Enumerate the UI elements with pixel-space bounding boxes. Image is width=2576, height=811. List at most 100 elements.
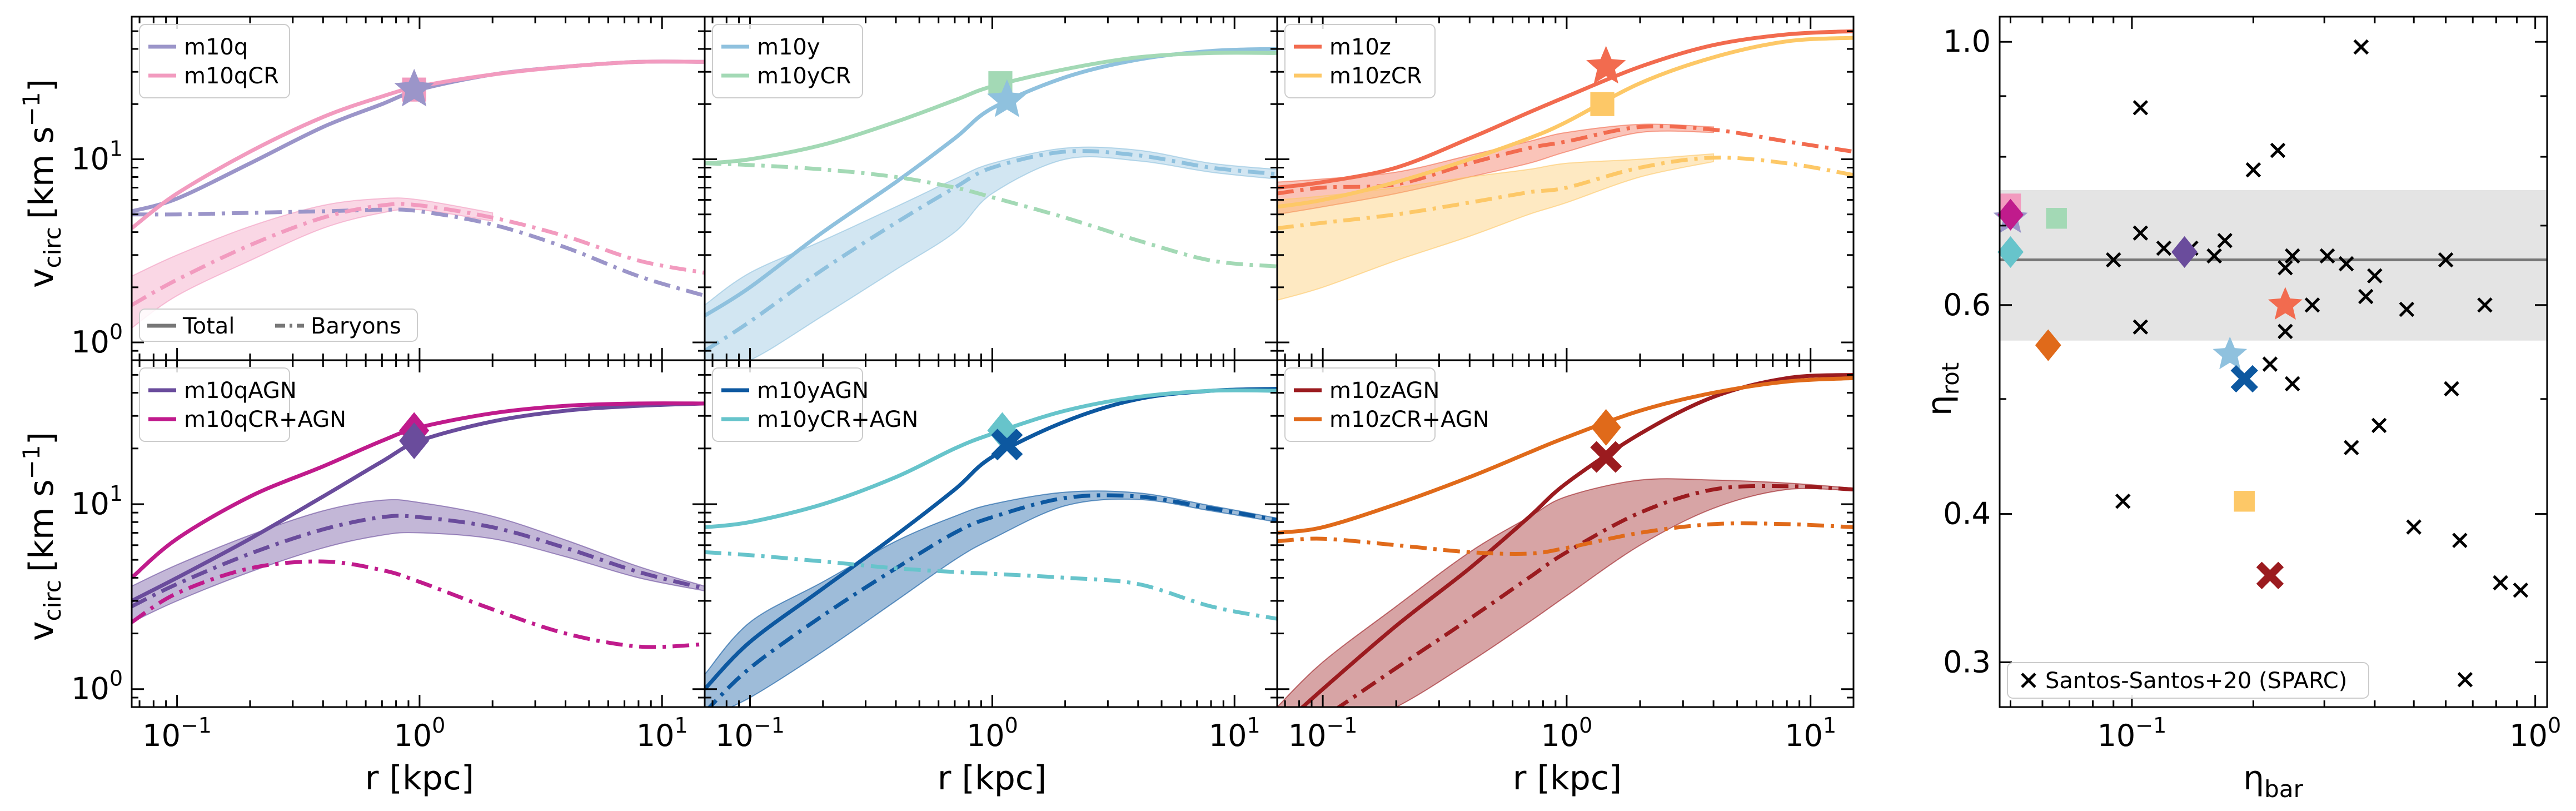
eta-point-m10yAGN	[2230, 365, 2258, 393]
legend-label-baryons: Baryons	[311, 314, 401, 339]
x-tick-label: 101	[1209, 713, 1260, 753]
plot-area	[705, 387, 1277, 707]
sparc-point	[2493, 575, 2508, 591]
band-m10qAGN	[132, 499, 705, 623]
plot-area	[132, 59, 705, 329]
sparc-point	[2406, 519, 2421, 535]
sparc-point	[2344, 440, 2359, 455]
legend-label: m10qCR+AGN	[184, 407, 346, 432]
y-tick-label: 0.6	[1943, 287, 1991, 322]
sparc-point	[2156, 240, 2172, 256]
line-baryons-m10zCR+AGN	[1277, 521, 1853, 556]
sparc-point	[2304, 297, 2320, 313]
sparc-point	[2358, 288, 2374, 305]
line-baryons-m10z	[1277, 124, 1853, 196]
panel-m10yAGN: 10−1 100 101 m10yAGN m10yCR+AGN	[704, 359, 1278, 753]
sparc-point	[2115, 493, 2131, 509]
y-tick-label: 101	[71, 481, 123, 521]
line-baryons-m10zCR	[1277, 155, 1853, 231]
line-baryons-m10qAGN	[132, 514, 705, 609]
sparc-point	[2270, 142, 2286, 158]
eta-point-m10zAGN	[2256, 561, 2284, 589]
y-tick-label: 100	[71, 320, 123, 360]
legend-label: m10z	[1329, 34, 1391, 60]
sparc-point	[2217, 232, 2233, 248]
sparc-point	[2438, 252, 2454, 268]
cross-marker	[1590, 441, 1622, 473]
x-tick-label: 100	[2509, 713, 2561, 753]
legend-label: m10yCR	[757, 63, 851, 89]
ylabel-eta-rot: ηrot	[1920, 362, 1964, 416]
sparc-point	[2457, 672, 2473, 688]
panel-m10q: 100 101 m10q m10qCR Total Baryons	[71, 16, 706, 361]
plot-area	[1277, 372, 1853, 707]
x-tick-label: 10−1	[1288, 713, 1358, 753]
diamond-marker	[1591, 409, 1621, 446]
line-baryons-m10yCR	[705, 161, 1277, 268]
y-tick-label: 0.4	[1943, 496, 1991, 531]
sparc-point	[2132, 319, 2149, 335]
eta-point-m10z	[2268, 287, 2303, 320]
ylabel-top: vcirc[km s−1]	[18, 79, 66, 288]
xlabel-col3: r [kpc]	[1513, 759, 1622, 798]
band-m10yAGN	[705, 490, 1277, 707]
sparc-point	[2338, 256, 2354, 272]
panel-m10z: m10z m10zCR	[1276, 16, 1855, 361]
panel-m10zAGN: 10−1 100 101 m10zAGN m10zCR+AGN	[1276, 359, 1855, 753]
sparc-point	[2284, 376, 2300, 392]
legend-box	[1284, 367, 1436, 442]
sparc-point	[2353, 39, 2369, 55]
sparc-point	[2399, 301, 2415, 317]
sparc-point	[2477, 297, 2493, 313]
sparc-point	[2245, 162, 2261, 178]
y-tick-label: 100	[71, 666, 123, 706]
panel-m10qAGN: 10−1 100 101 100 101 m10qAGN m10qCR+AGN	[71, 359, 706, 753]
x-tick-label: 101	[1785, 713, 1836, 753]
legend-box	[712, 24, 863, 98]
line-total-m10z	[1277, 29, 1853, 190]
legend-label: m10y	[757, 34, 820, 60]
plot-area	[132, 401, 705, 649]
plot-area	[1277, 29, 1853, 301]
legend-label: m10qAGN	[184, 378, 297, 404]
sparc-point	[2452, 533, 2468, 548]
sparc-point	[2278, 324, 2293, 340]
eta-point-m10zCR+AGN	[2035, 329, 2061, 361]
legend-box	[139, 367, 290, 442]
scatter-legend-marker	[2021, 673, 2036, 688]
line-total-m10yCR+AGN	[705, 388, 1277, 529]
x-tick-label: 100	[1541, 713, 1592, 753]
line-total-m10qAGN	[132, 401, 705, 603]
line-baryons-m10zAGN	[1336, 484, 1853, 707]
plot-area	[705, 47, 1277, 360]
sparc-point	[2284, 248, 2300, 264]
sparc-point	[2513, 583, 2529, 598]
eta-point-m10y	[2213, 336, 2248, 370]
y-tick-label: 101	[71, 136, 123, 176]
sparc-point	[2262, 356, 2278, 372]
panel-frame	[1999, 16, 2548, 708]
xlabel-col1: r [kpc]	[365, 759, 474, 798]
eta-point-m10yCR	[2046, 208, 2067, 229]
legend-label: m10zCR+AGN	[1329, 407, 1489, 432]
x-tick-label: 100	[966, 713, 1018, 753]
sparc-point	[2444, 381, 2459, 397]
x-tick-label: 101	[636, 713, 688, 753]
legend-box	[712, 367, 863, 442]
diamond-marker	[399, 422, 430, 460]
sparc-point	[2105, 252, 2121, 268]
band-m10zCR	[1277, 153, 1715, 301]
sparc-point	[2132, 99, 2149, 116]
star-marker	[1586, 46, 1626, 84]
line-baryons-m10qCR	[132, 202, 705, 307]
sparc-point	[2367, 268, 2383, 283]
xlabel-col2: r [kpc]	[938, 759, 1047, 798]
ylabel-bottom: vcirc[km s−1]	[18, 432, 66, 641]
line-total-m10zCR	[1277, 36, 1853, 209]
star-marker	[987, 79, 1027, 117]
legend-label-total: Total	[182, 314, 235, 339]
x-tick-label: 100	[393, 713, 445, 753]
line-total-m10qCR+AGN	[132, 401, 705, 580]
sparc-point	[2319, 248, 2335, 264]
x-tick-label: 10−1	[142, 713, 212, 753]
